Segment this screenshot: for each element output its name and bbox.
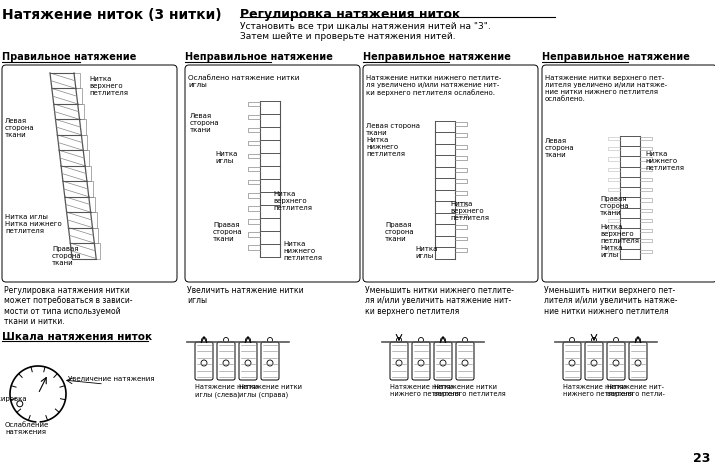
- Circle shape: [591, 360, 597, 366]
- Text: Натяжение нитки верхнего пет-
лителя увеличено и/или натяже-
ние нитки нижнего п: Натяжение нитки верхнего пет- лителя уве…: [545, 75, 667, 102]
- FancyBboxPatch shape: [434, 342, 452, 380]
- Circle shape: [224, 338, 229, 342]
- FancyBboxPatch shape: [607, 342, 625, 380]
- Text: Регулировка натяжения нитки
может потребоваться в зависи-
мости от типа использу: Регулировка натяжения нитки может потреб…: [4, 286, 132, 326]
- Text: Нитка
верхнего
петлителя
Нитка
иглы: Нитка верхнего петлителя Нитка иглы: [600, 224, 639, 258]
- Text: Левая
сторона
ткани: Левая сторона ткани: [190, 113, 220, 133]
- Text: Нитка
верхнего
петлителя: Нитка верхнего петлителя: [273, 191, 312, 211]
- Circle shape: [201, 360, 207, 366]
- Text: Правая
сторона
ткани: Правая сторона ткани: [600, 196, 630, 216]
- FancyBboxPatch shape: [390, 342, 408, 380]
- Text: Неправильное натяжение: Неправильное натяжение: [542, 52, 690, 62]
- Circle shape: [267, 360, 273, 366]
- Text: Установить все три шкалы натяжения нитей на "3".
Затем шейте и проверьте натяжен: Установить все три шкалы натяжения нитей…: [240, 22, 490, 42]
- Text: Нитка
нижнего
петлителя: Нитка нижнего петлителя: [645, 151, 684, 171]
- Circle shape: [16, 401, 23, 407]
- Text: Правильное натяжение: Правильное натяжение: [2, 52, 137, 62]
- FancyBboxPatch shape: [412, 342, 430, 380]
- Text: Правая
сторона
ткани: Правая сторона ткани: [52, 246, 82, 266]
- Circle shape: [418, 338, 423, 342]
- Text: Нитка
верхнего
петлителя: Нитка верхнего петлителя: [450, 201, 489, 221]
- Circle shape: [223, 360, 229, 366]
- Circle shape: [397, 338, 402, 342]
- Circle shape: [613, 360, 619, 366]
- Text: Натяжение нитки
верхнего петлителя: Натяжение нитки верхнего петлителя: [434, 384, 506, 397]
- Circle shape: [202, 338, 207, 342]
- Circle shape: [440, 360, 446, 366]
- Text: Ослаблено натяжение нитки
иглы: Ослаблено натяжение нитки иглы: [188, 75, 300, 88]
- FancyBboxPatch shape: [585, 342, 603, 380]
- Circle shape: [463, 338, 468, 342]
- Text: Ослабление
натяжения: Ослабление натяжения: [5, 422, 49, 435]
- Text: Правая
сторона
ткани: Правая сторона ткани: [385, 222, 415, 242]
- Text: Натяжение нитки
иглы (справа): Натяжение нитки иглы (справа): [239, 384, 302, 397]
- Text: Маркировка: Маркировка: [0, 396, 26, 402]
- Text: Увеличить натяжение нитки
иглы: Увеличить натяжение нитки иглы: [187, 286, 304, 306]
- Circle shape: [462, 360, 468, 366]
- FancyBboxPatch shape: [456, 342, 474, 380]
- Text: Натяжение нит-
верхнего петли-: Натяжение нит- верхнего петли-: [607, 384, 665, 397]
- Text: Правая
сторона
ткани: Правая сторона ткани: [213, 222, 242, 242]
- Text: Нитка иглы
Нитка нижнего
петлителя: Нитка иглы Нитка нижнего петлителя: [5, 214, 61, 234]
- Text: Левая
сторона
ткани: Левая сторона ткани: [5, 118, 34, 138]
- FancyBboxPatch shape: [239, 342, 257, 380]
- Circle shape: [635, 360, 641, 366]
- Text: Увеличение натяжения: Увеличение натяжения: [68, 376, 154, 382]
- FancyBboxPatch shape: [185, 65, 360, 282]
- FancyBboxPatch shape: [563, 342, 581, 380]
- Circle shape: [245, 338, 250, 342]
- Text: Натяжение нитки
нижнего петлителя: Натяжение нитки нижнего петлителя: [563, 384, 633, 397]
- FancyBboxPatch shape: [363, 65, 538, 282]
- Text: Левая
сторона
ткани: Левая сторона ткани: [545, 138, 575, 158]
- Text: Шкала натяжения ниток: Шкала натяжения ниток: [2, 332, 152, 342]
- FancyBboxPatch shape: [2, 65, 177, 282]
- Text: Нитка
верхнего
петлителя: Нитка верхнего петлителя: [89, 76, 128, 96]
- Text: Натяжение нитки
нижнего петлителя: Натяжение нитки нижнего петлителя: [390, 384, 460, 397]
- Circle shape: [569, 360, 575, 366]
- FancyBboxPatch shape: [217, 342, 235, 380]
- Text: Неправильное натяжение: Неправильное натяжение: [363, 52, 511, 62]
- Circle shape: [267, 338, 272, 342]
- Text: Нитка
иглы: Нитка иглы: [415, 246, 438, 259]
- Circle shape: [570, 338, 574, 342]
- FancyBboxPatch shape: [261, 342, 279, 380]
- Text: Натяжение нитки нижнего петлите-
ля увеличено и/или натяжение нит-
ки верхнего п: Натяжение нитки нижнего петлите- ля увел…: [366, 75, 501, 96]
- Circle shape: [613, 338, 618, 342]
- FancyBboxPatch shape: [542, 65, 715, 282]
- Circle shape: [245, 360, 251, 366]
- Text: Регулировка натяжения ниток: Регулировка натяжения ниток: [240, 8, 460, 21]
- FancyBboxPatch shape: [195, 342, 213, 380]
- Circle shape: [636, 338, 641, 342]
- Text: Уменьшить нитки нижнего петлите-
ля и/или увеличить натяжение нит-
ки верхнего п: Уменьшить нитки нижнего петлите- ля и/ил…: [365, 286, 514, 316]
- Text: Нитка
нижнего
петлителя: Нитка нижнего петлителя: [283, 241, 322, 261]
- Text: Уменьшить нитки верхнего пет-
лителя и/или увеличить натяже-
ние нитки нижнего п: Уменьшить нитки верхнего пет- лителя и/и…: [544, 286, 678, 316]
- Text: Неправильное натяжение: Неправильное натяжение: [185, 52, 333, 62]
- Circle shape: [440, 338, 445, 342]
- Text: Натяжение нитки
иглы (слева): Натяжение нитки иглы (слева): [195, 384, 258, 397]
- Text: Натяжение ниток (3 нитки): Натяжение ниток (3 нитки): [2, 8, 222, 22]
- Text: Левая сторона
ткани
Нитка
нижнего
петлителя: Левая сторона ткани Нитка нижнего петлит…: [366, 123, 420, 157]
- Circle shape: [396, 360, 402, 366]
- Circle shape: [418, 360, 424, 366]
- Text: 23: 23: [693, 452, 710, 465]
- FancyBboxPatch shape: [629, 342, 647, 380]
- Circle shape: [591, 338, 596, 342]
- Text: Нитка
иглы: Нитка иглы: [215, 151, 237, 164]
